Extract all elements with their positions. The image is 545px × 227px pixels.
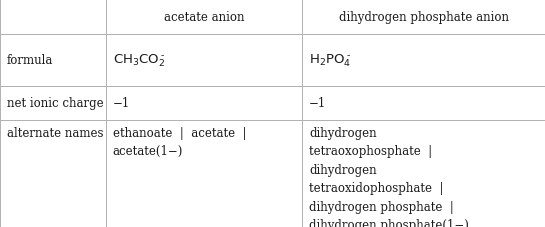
Text: $\mathregular{H_2PO_4^{\;\text{-}}}$: $\mathregular{H_2PO_4^{\;\text{-}}}$: [309, 52, 352, 69]
Text: −1: −1: [113, 97, 130, 110]
Text: dihydrogen phosphate anion: dihydrogen phosphate anion: [339, 11, 508, 24]
Text: acetate anion: acetate anion: [164, 11, 245, 24]
Text: alternate names: alternate names: [7, 126, 103, 139]
Text: −1: −1: [309, 97, 326, 110]
Text: dihydrogen
tetraoxophosphate  |
dihydrogen
tetraoxidophosphate  |
dihydrogen pho: dihydrogen tetraoxophosphate | dihydroge…: [309, 126, 469, 227]
Text: net ionic charge: net ionic charge: [7, 97, 103, 110]
Text: formula: formula: [7, 54, 53, 67]
Text: ethanoate  |  acetate  |
acetate(1−): ethanoate | acetate | acetate(1−): [113, 126, 246, 157]
Text: $\mathregular{CH_3CO_2^{\;\text{-}}}$: $\mathregular{CH_3CO_2^{\;\text{-}}}$: [113, 52, 166, 69]
